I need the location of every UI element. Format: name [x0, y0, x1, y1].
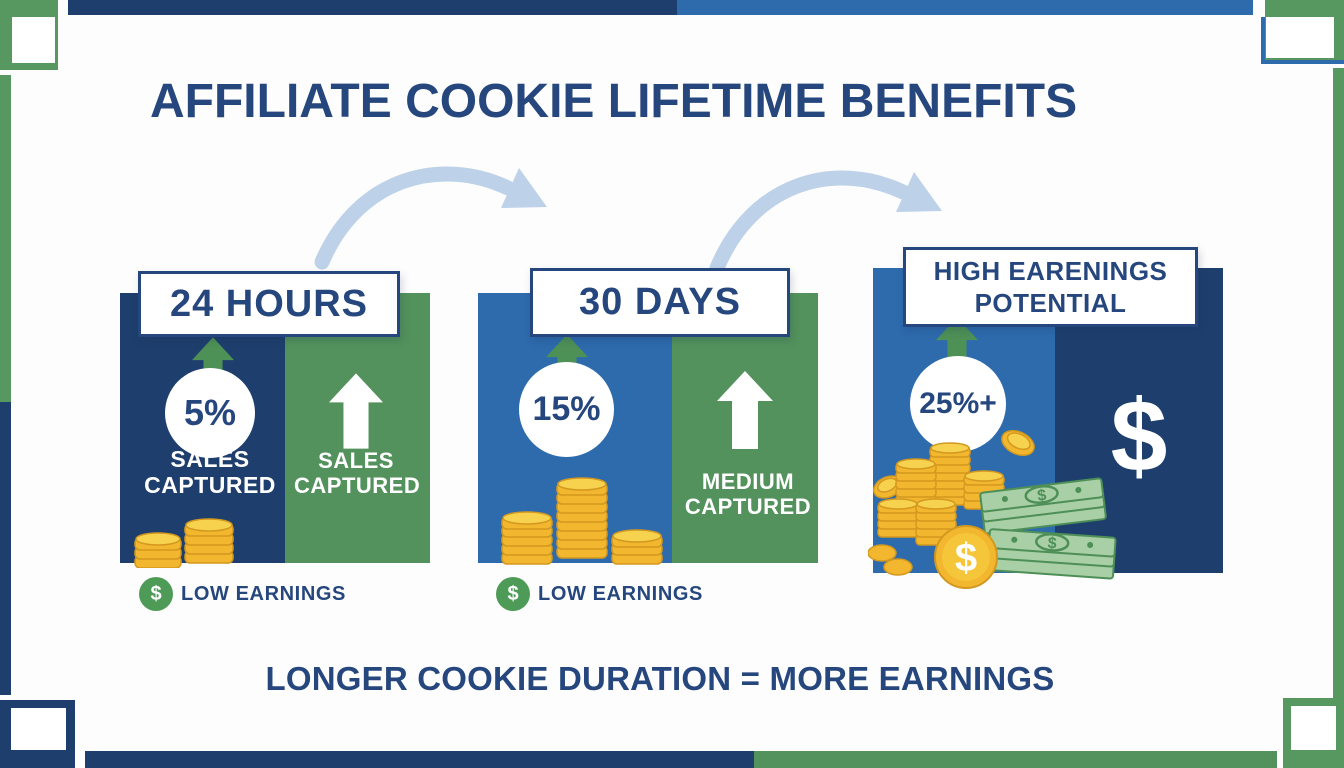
panel2-stat-value: 15%	[532, 390, 601, 428]
frame-corner-top-right-line-h	[1261, 60, 1344, 64]
panel1-sales-up-arrow-icon	[329, 373, 383, 449]
big-coin-icon: $	[934, 525, 998, 589]
panel2-label-box: 30 DAYS	[530, 268, 790, 337]
flow-arrow-1-icon	[314, 166, 547, 270]
panel3-stat-value: 25%+	[919, 387, 997, 420]
panel1-right-caption: SALES CAPTURED	[294, 448, 421, 498]
frame-left-strip-navy	[0, 402, 11, 695]
svg-text:$: $	[1047, 535, 1057, 553]
panel3-money-pile-icon: $ $ $	[868, 429, 1117, 589]
flow-arrows	[314, 166, 942, 276]
frame-corner-bottom-left-inner	[11, 708, 66, 750]
frame-corner-top-right-inner	[1266, 17, 1334, 58]
frame-right-strip-green	[1333, 68, 1344, 700]
panel3-stat-circle: 25%+	[910, 356, 1006, 452]
panel2-growth-arrow-icon	[546, 334, 588, 388]
panel1-badge-dollar-icon: $	[139, 577, 173, 611]
svg-text:$: $	[1036, 487, 1047, 505]
flow-arrow-2-icon	[709, 170, 942, 276]
svg-text:$: $	[955, 536, 977, 580]
panel2-badge-dollar-icon: $	[496, 577, 530, 611]
frame-corner-bottom-right-inner	[1291, 706, 1336, 750]
panel2-label: 30 DAYS	[579, 281, 741, 323]
page-title: AFFILIATE COOKIE LIFETIME BENEFITS	[150, 75, 1078, 128]
frame-bottom-bar-green	[754, 751, 1277, 768]
panel1-label: 24 HOURS	[169, 282, 369, 325]
panel3-label: HIGH EARENINGS POTENTIAL	[933, 255, 1168, 319]
frame-top-bar-navy	[68, 0, 677, 15]
panel3-big-dollar: $	[1110, 379, 1168, 493]
frame-left-strip-green	[0, 75, 11, 402]
frame-corner-top-left-inner	[12, 17, 55, 63]
frame-bottom-bar-navy	[85, 751, 754, 768]
panel1-stat-value: 5%	[183, 392, 237, 433]
footer-tagline: LONGER COOKIE DURATION = MORE EARNINGS	[265, 660, 1055, 697]
panel1-growth-arrow-icon	[192, 337, 234, 391]
panel1-left-caption: SALES CAPTURED	[144, 446, 276, 498]
panel1-coin-stack-icon	[134, 518, 234, 568]
panel2-sales-up-arrow-icon	[717, 371, 773, 449]
panel3-label-box: HIGH EARENINGS POTENTIAL	[903, 247, 1198, 327]
panel2-stat-circle: 15%	[519, 362, 614, 457]
panel1-badge-label: LOW EARNINGS	[181, 583, 346, 605]
panel1-stat-circle: 5%	[165, 368, 255, 458]
frame-corner-top-right-line-v	[1261, 17, 1265, 64]
panel3-growth-arrow-icon	[936, 317, 978, 371]
panel2-coin-stack-icon	[501, 477, 663, 565]
panel1-label-box: 24 HOURS	[138, 271, 400, 337]
frame-top-bar-blue	[677, 0, 1253, 15]
panel2-badge-label: LOW EARNINGS	[538, 583, 703, 605]
panel2-right-caption: MEDIUM CAPTURED	[684, 469, 812, 519]
